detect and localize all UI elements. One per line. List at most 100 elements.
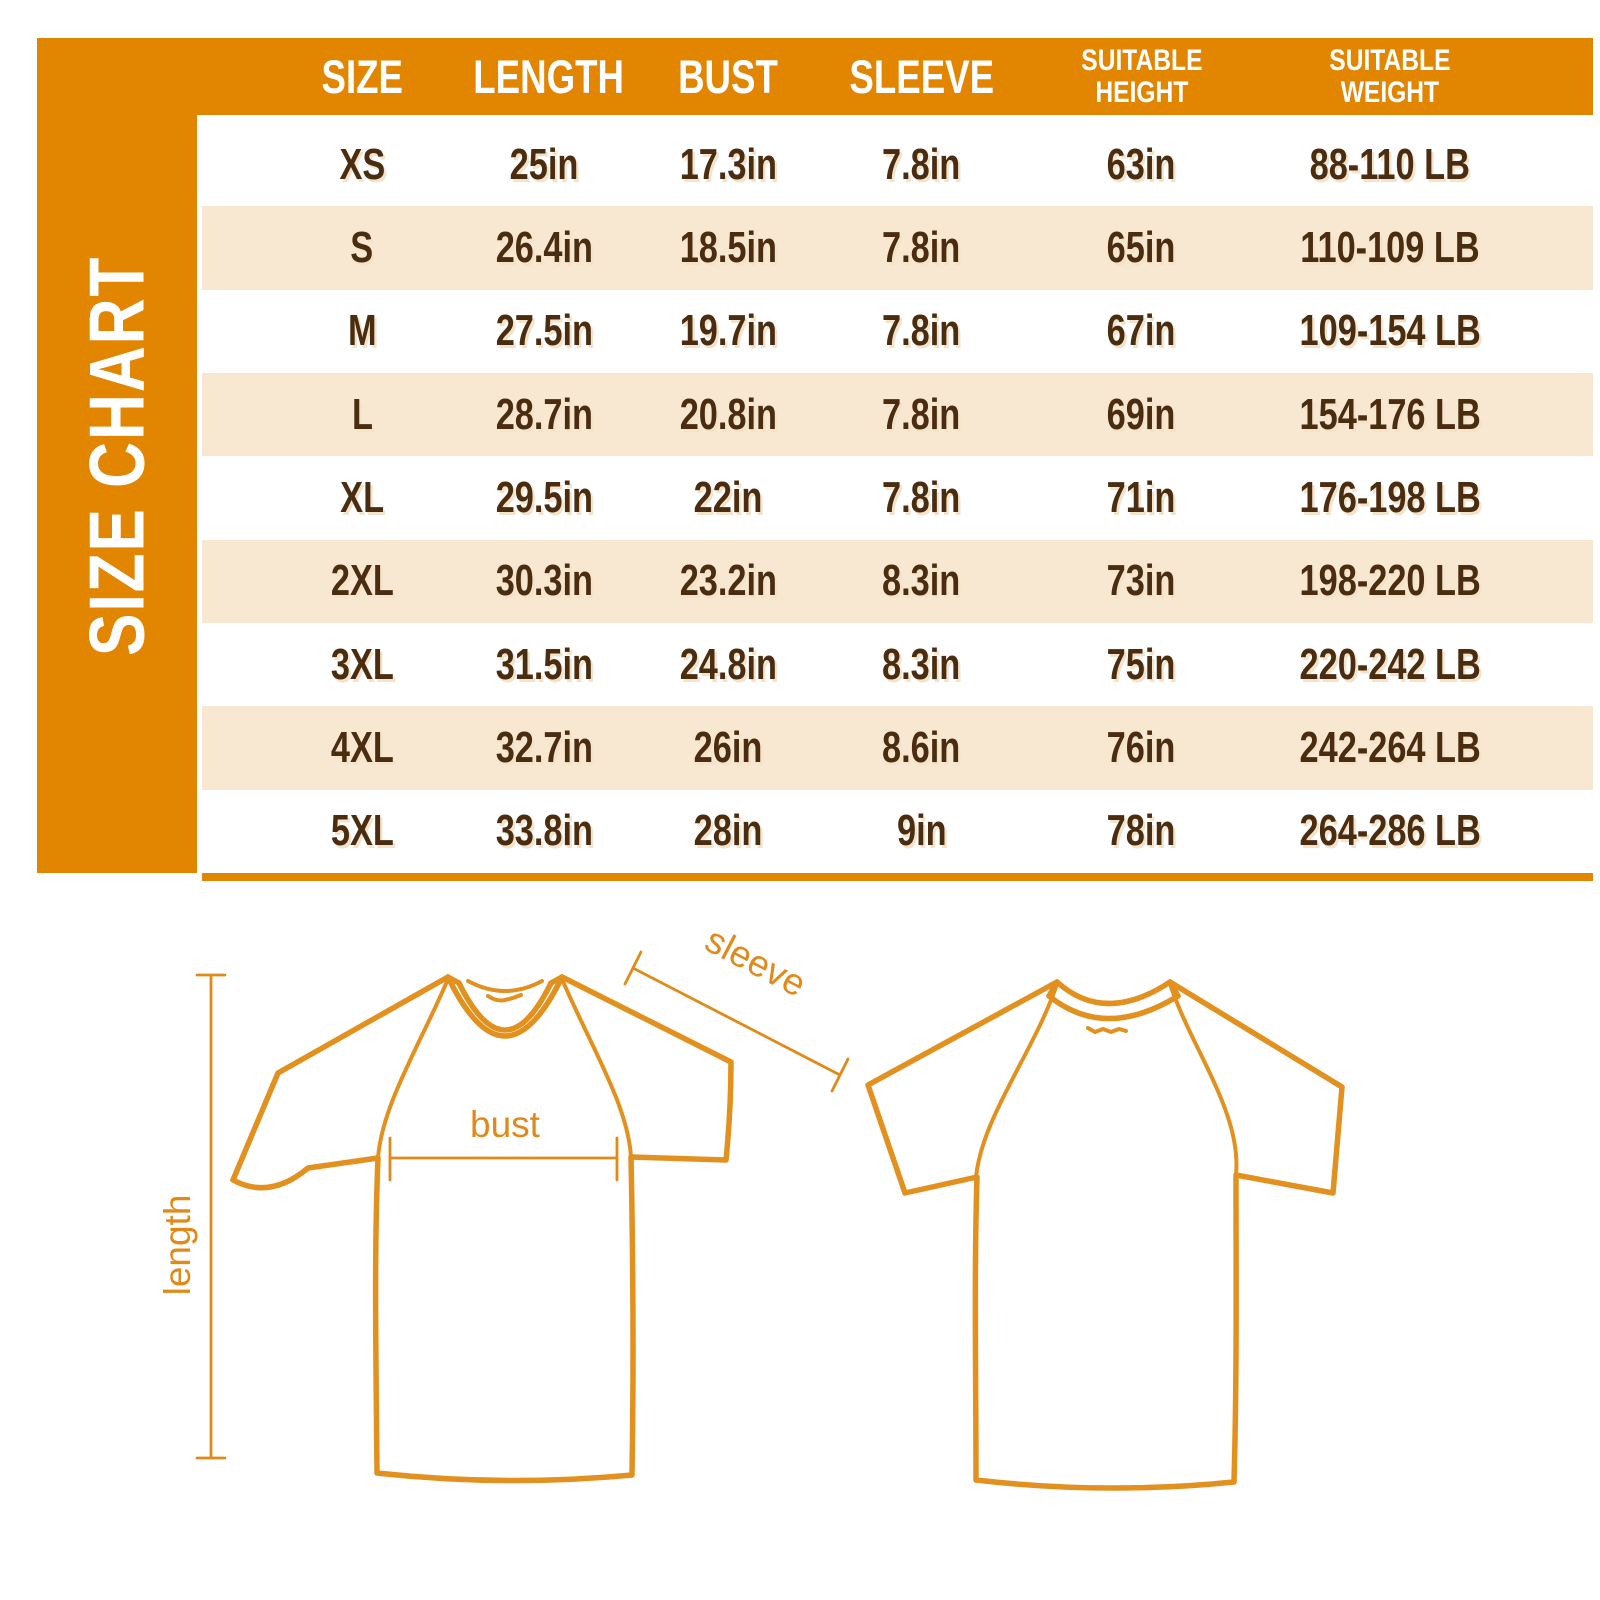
length-label: length [157, 1195, 198, 1296]
table-row: M 27.5in 19.7in 7.8in 67in 109-154 LB [202, 290, 1593, 373]
cell-size: 5XL [330, 806, 394, 856]
table-row: XS 25in 17.3in 7.8in 63in 88-110 LB [202, 123, 1593, 206]
cell-bust: 17.3in [679, 139, 778, 189]
table-row: 2XL 30.3in 23.2in 8.3in 73in 198-220 LB [202, 539, 1593, 623]
cell-sleeve: 7.8in [882, 306, 961, 356]
cell-length: 26.4in [495, 222, 593, 272]
bust-label: bust [470, 1104, 541, 1145]
cell-sleeve: 7.8in [882, 389, 961, 439]
cell-suitable-height: 73in [1107, 556, 1176, 606]
table-bottom-border [202, 873, 1593, 881]
cell-bust: 22in [694, 472, 763, 522]
left-sleeve-seam [376, 977, 450, 1160]
size-chart-title-bar: SIZE CHART [37, 38, 197, 873]
column-header-length: LENGTH [473, 50, 624, 103]
cell-suitable-height: 76in [1107, 722, 1176, 772]
cell-size: M [347, 306, 377, 356]
cell-size: 2XL [330, 556, 394, 606]
size-chart-title: SIZE CHART [72, 255, 161, 656]
cell-bust: 23.2in [679, 556, 778, 606]
cell-length: 30.3in [495, 556, 593, 606]
collar-stitch [486, 993, 523, 1003]
cell-suitable-weight: 110-109 LB [1300, 222, 1480, 272]
cell-bust: 28in [694, 806, 763, 856]
cell-bust: 26in [694, 722, 763, 772]
cell-suitable-weight: 109-154 LB [1299, 306, 1481, 356]
cell-suitable-height: 78in [1107, 806, 1176, 856]
tshirt-front-outline [230, 974, 734, 1484]
right-sleeve-seam [560, 977, 633, 1159]
cell-length: 25in [509, 139, 579, 189]
sleeve-measure: sleeve [623, 919, 850, 1093]
back-collar-top [1054, 979, 1173, 1007]
back-collar-stitch [1086, 1026, 1128, 1035]
cell-bust: 19.7in [679, 306, 778, 356]
cell-size: 4XL [330, 722, 394, 772]
cell-sleeve: 8.3in [882, 556, 961, 606]
cell-length: 29.5in [495, 472, 593, 522]
tshirt-front-diagram: length bust sleeve [157, 919, 850, 1484]
cell-suitable-weight: 154-176 LB [1299, 389, 1481, 439]
left-sleeve-seam [974, 982, 1059, 1179]
table-body: XS 25in 17.3in 7.8in 63in 88-110 LB S 26… [202, 123, 1593, 873]
back-collar-bottom [1046, 993, 1181, 1022]
cell-size: XS [339, 139, 385, 189]
table-header-band [37, 38, 1593, 115]
sleeve-measure-line [623, 950, 850, 1093]
bust-measure: bust [388, 1104, 619, 1182]
cell-length: 31.5in [495, 639, 593, 689]
back-neck-line [466, 979, 544, 993]
cell-size: XL [340, 472, 384, 522]
table-header-row: SIZE LENGTH BUST SLEEVE SUITABLE HEIGHT … [202, 38, 1593, 115]
table-row: 3XL 31.5in 24.8in 8.3in 75in 220-242 LB [202, 623, 1593, 706]
cell-size: S [350, 222, 374, 272]
column-header-size: SIZE [321, 50, 403, 103]
column-header-suitable-height: SUITABLE HEIGHT [1080, 44, 1203, 109]
table-row: S 26.4in 18.5in 7.8in 65in 110-109 LB [202, 206, 1593, 290]
table-row: 5XL 33.8in 28in 9in 78in 264-286 LB [202, 790, 1593, 873]
cell-suitable-height: 71in [1107, 472, 1176, 522]
tshirt-back-outline [865, 979, 1345, 1491]
cell-suitable-weight: 176-198 LB [1299, 472, 1481, 522]
sleeve-label: sleeve [699, 919, 813, 1005]
shirt-body [865, 979, 1345, 1491]
cell-sleeve: 8.6in [882, 722, 961, 772]
bust-measure-line [388, 1136, 619, 1182]
column-header-bust: BUST [678, 50, 779, 103]
table-row: 4XL 32.7in 26in 8.6in 76in 242-264 LB [202, 706, 1593, 790]
cell-sleeve: 9in [896, 806, 947, 856]
cell-bust: 24.8in [679, 639, 778, 689]
right-sleeve-seam [1168, 982, 1239, 1177]
column-header-sleeve: SLEEVE [849, 50, 994, 103]
cell-sleeve: 7.8in [882, 139, 961, 189]
length-measure-line [195, 973, 227, 1460]
cell-suitable-height: 63in [1107, 139, 1176, 189]
cell-bust: 18.5in [679, 222, 778, 272]
shirt-body [230, 974, 734, 1484]
cell-suitable-height: 65in [1107, 222, 1176, 272]
cell-length: 33.8in [495, 806, 593, 856]
column-header-suitable-weight: SUITABLE WEIGHT [1329, 44, 1451, 109]
collar-outer-arc [445, 974, 565, 1039]
cell-sleeve: 7.8in [882, 222, 961, 272]
cell-sleeve: 8.3in [882, 639, 961, 689]
cell-length: 32.7in [495, 722, 593, 772]
cell-size: L [351, 389, 373, 439]
cell-bust: 20.8in [679, 389, 778, 439]
cell-suitable-weight: 242-264 LB [1299, 722, 1481, 772]
tshirt-back-diagram [865, 979, 1345, 1491]
size-chart-table: SIZE CHART SIZE LENGTH BUST SLEEVE SUITA… [37, 38, 1593, 883]
table-row: XL 29.5in 22in 7.8in 71in 176-198 LB [202, 456, 1593, 539]
length-measure: length [157, 973, 227, 1460]
cell-suitable-weight: 198-220 LB [1299, 556, 1481, 606]
cell-length: 27.5in [495, 306, 593, 356]
cell-suitable-height: 69in [1107, 389, 1176, 439]
cell-suitable-height: 75in [1107, 639, 1176, 689]
cell-length: 28.7in [495, 389, 593, 439]
cell-sleeve: 7.8in [882, 472, 961, 522]
collar-inner-arc [456, 980, 554, 1033]
collar-ends [445, 974, 565, 986]
cell-suitable-weight: 264-286 LB [1299, 806, 1481, 856]
cell-size: 3XL [330, 639, 394, 689]
